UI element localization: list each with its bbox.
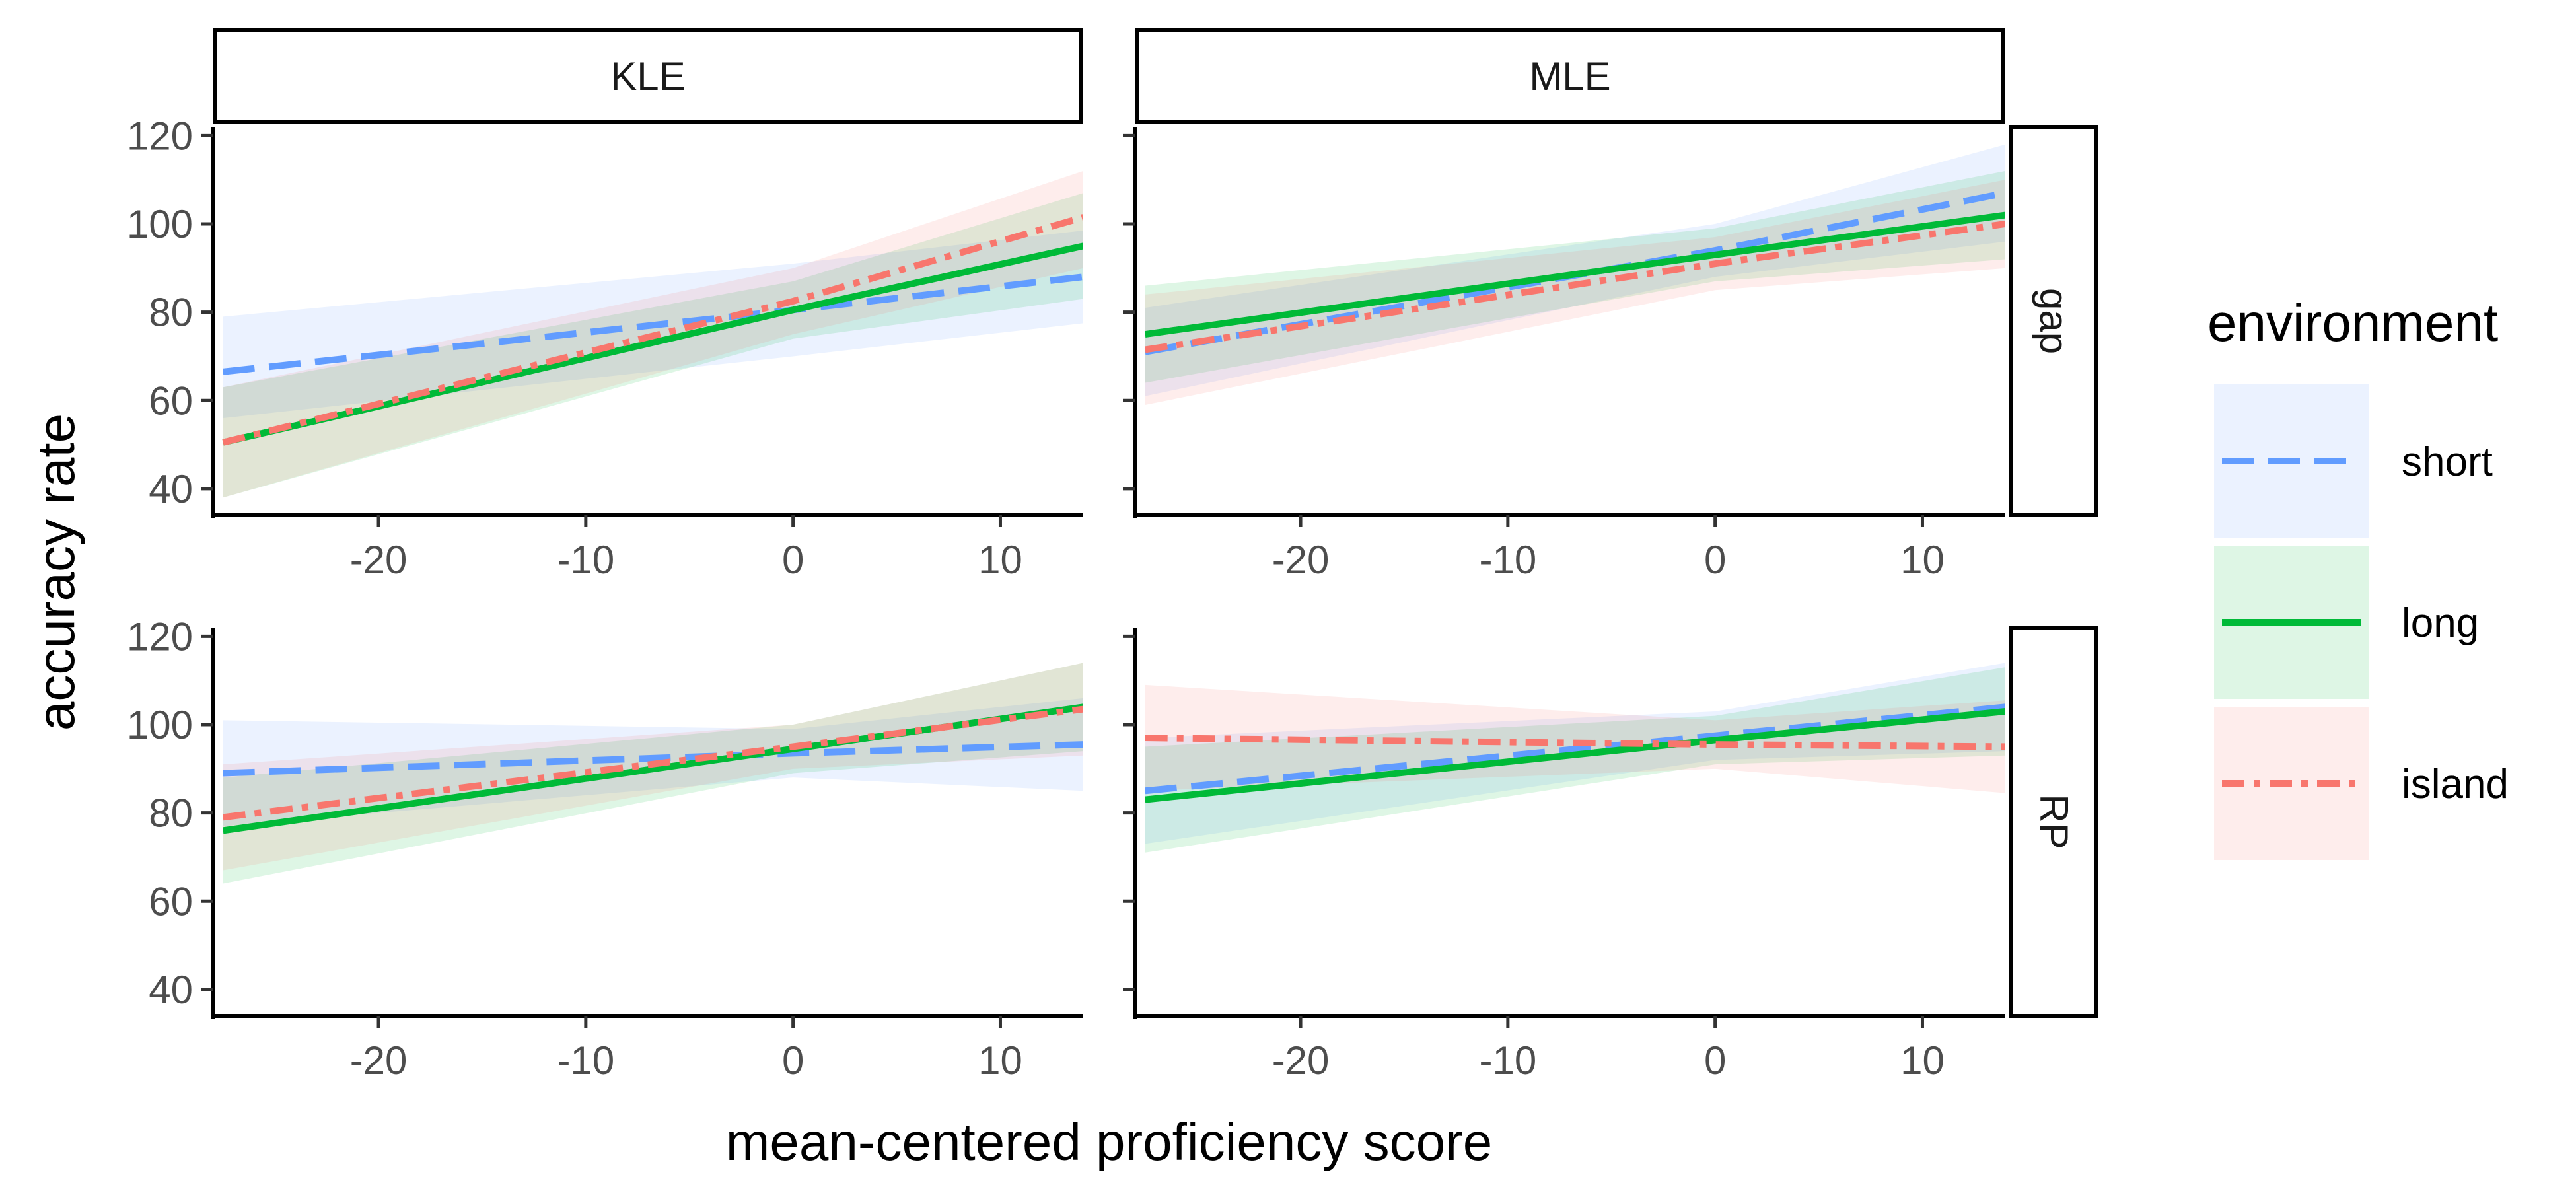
ci-band-island-mle-rp [1145,684,2005,793]
series-line-island-mle-rp [1145,735,2005,750]
y-tick-label: 40 [149,968,193,1012]
y-tick-label: 60 [149,378,193,423]
series-line-island-kle-rp [223,705,1083,821]
x-tick-label: 0 [1704,538,1726,582]
x-tick-label: -20 [1272,538,1330,582]
facet-strip-col-0: KLE [213,28,1083,124]
x-tick-label: 0 [1704,1038,1726,1083]
facet-strip-row-0: gap [2009,125,2098,517]
series-line-short-mle-rp [1145,703,2005,795]
x-tick-label: 10 [978,538,1022,582]
ci-band-long-kle-rp [223,663,1083,884]
x-tick-label: 10 [1900,538,1945,582]
x-tick-label: -10 [1479,538,1536,582]
x-tick-label: -20 [350,538,408,582]
x-tick-label: 0 [782,1038,804,1083]
series-line-island-kle-gap [222,214,1083,446]
facet-label-rp: RP [2032,794,2076,849]
legend-label-long: long [2402,600,2479,646]
x-tick-label: 0 [782,538,804,582]
facet-label-kle: KLE [610,54,685,98]
y-axis-title: accuracy rate [26,414,85,731]
y-tick-label: 80 [149,291,193,335]
y-tick-label: 120 [127,614,193,659]
y-tick-label: 40 [149,467,193,511]
panel-mle-gap: -20 -10 0 10 [1123,127,2005,582]
legend-item-island: island [2214,707,2509,860]
x-tick-label: 10 [1900,1038,1945,1083]
series-line-long-mle-rp [1145,707,2005,803]
ci-band-island-mle-gap [1145,180,2005,405]
legend-label-island: island [2402,762,2509,807]
legend: environment short long island [2207,293,2509,860]
panel-kle-rp: 40 60 80 100 120 -20 -10 0 10 [127,614,1083,1083]
legend-title: environment [2207,293,2498,352]
ci-band-short-mle-gap [1145,144,2005,396]
x-tick-label: -20 [350,1038,408,1083]
legend-item-long: long [2214,546,2479,699]
facet-strip-col-1: MLE [1135,28,2005,124]
panel-kle-gap: 40 60 80 100 120 -20 -10 0 10 [127,114,1083,582]
x-tick-label: -20 [1272,1038,1330,1083]
x-tick-label: -10 [1479,1038,1536,1083]
y-tick-label: 80 [149,791,193,836]
y-tick-label: 100 [127,202,193,246]
series-line-long-mle-gap [1145,211,2005,338]
x-tick-label: 10 [978,1038,1022,1083]
y-tick-label: 120 [127,114,193,158]
facet-strip-row-1: RP [2009,626,2098,1018]
y-tick-label: 100 [127,703,193,747]
panel-mle-rp: -20 -10 0 10 [1123,628,2005,1083]
legend-item-short: short [2214,384,2493,538]
x-axis-title: mean-centered proficiency score [726,1112,1493,1171]
series-line-short-kle-rp [223,741,1083,777]
facet-label-mle: MLE [1529,54,1610,98]
facet-label-gap: gap [2032,288,2076,354]
y-tick-label: 60 [149,879,193,923]
x-tick-label: -10 [557,1038,614,1083]
x-tick-label: -10 [557,538,614,582]
legend-label-short: short [2402,439,2493,485]
series-line-island-mle-gap [1144,221,2005,353]
ci-band-long-mle-rp [1145,667,2005,853]
